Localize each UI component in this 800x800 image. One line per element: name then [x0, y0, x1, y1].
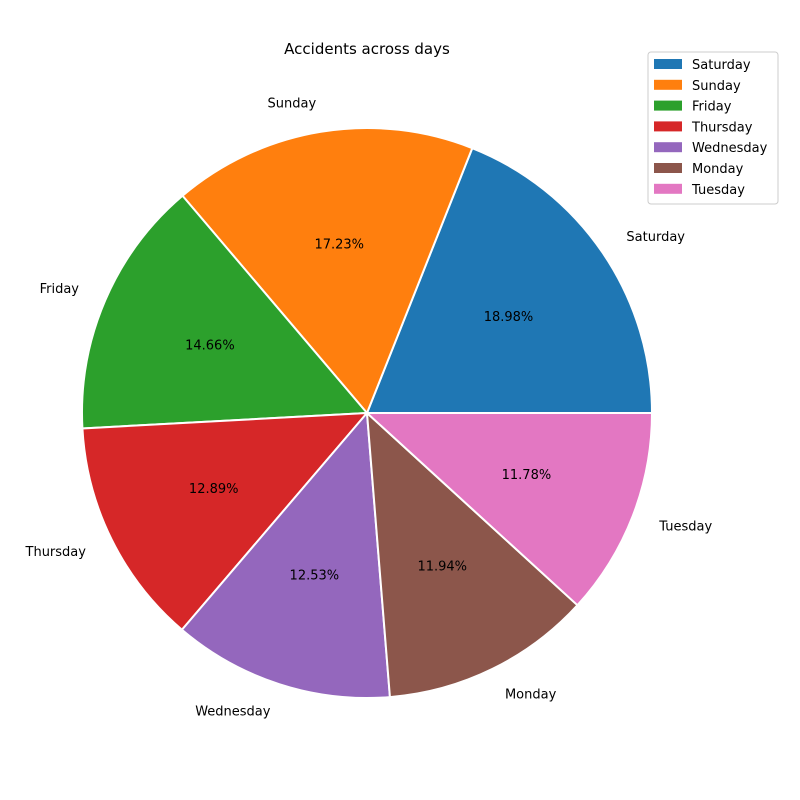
legend-swatch-monday — [654, 163, 682, 173]
pie-slice-saturday — [365, 146, 654, 414]
slice-label-thursday: Thursday — [25, 545, 87, 560]
slice-label-tuesday: Tuesday — [658, 519, 712, 534]
percent-label-tuesday: 11.78% — [502, 468, 552, 483]
slice-label-sunday: Sunday — [268, 97, 317, 112]
legend-label-thursday: Thursday — [691, 120, 753, 135]
percent-labels: 18.98% 17.23% 14.66% 12.89% 12.53% 11.94% 11.7… — [185, 237, 551, 583]
percent-label-friday: 14.66% — [185, 338, 235, 353]
pie-slice-friday — [81, 194, 370, 430]
pie-slice-tuesday — [364, 412, 654, 607]
slice-label-friday: Friday — [40, 282, 80, 297]
slice-label-wednesday: Wednesday — [195, 704, 271, 719]
slice-label-saturday: Saturday — [626, 230, 685, 245]
legend-label-tuesday: Tuesday — [691, 183, 745, 198]
slice-labels: Saturday Sunday Friday Thursday Wednesday Mon… — [25, 97, 713, 720]
percent-label-saturday: 18.98% — [484, 310, 534, 325]
pie-slices — [81, 127, 654, 699]
percent-label-wednesday: 12.53% — [290, 569, 340, 584]
slice-label-monday: Monday — [505, 688, 557, 703]
legend-swatch-tuesday — [654, 183, 682, 194]
legend-label-friday: Friday — [692, 100, 732, 115]
legend-label-monday: Monday — [692, 162, 744, 177]
pie-slice-thursday — [81, 411, 370, 632]
pie-slice-monday — [365, 410, 579, 699]
percent-label-monday: 11.94% — [417, 560, 467, 575]
legend: Saturday Sunday Friday Thursday Wednesday Mon… — [647, 51, 779, 205]
pie-slice-wednesday — [180, 410, 392, 699]
legend-swatch-friday — [654, 100, 682, 111]
legend-label-wednesday: Wednesday — [692, 141, 768, 156]
legend-swatch-saturday — [654, 59, 682, 69]
legend-swatch-wednesday — [654, 142, 682, 153]
percent-label-thursday: 12.89% — [189, 482, 239, 497]
pie-slice-sunday — [181, 127, 474, 415]
legend-swatch-thursday — [654, 121, 682, 132]
chart-title: Accidents across days — [284, 40, 450, 58]
legend-swatch-sunday — [654, 79, 682, 90]
legend-label-saturday: Saturday — [692, 58, 751, 73]
legend-label-sunday: Sunday — [692, 79, 741, 94]
percent-label-sunday: 17.23% — [314, 237, 364, 252]
